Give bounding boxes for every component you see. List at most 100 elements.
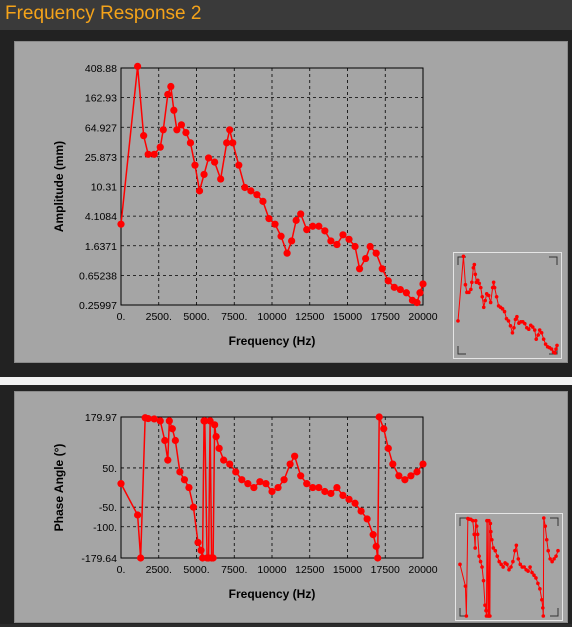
data-point [244,480,252,488]
x-tick-label: 12500 [295,564,324,576]
data-point [211,421,219,429]
data-point [280,476,288,484]
data-point [176,468,184,476]
data-point [288,237,296,245]
inset-data-point [553,351,557,355]
data-point [339,491,347,500]
inset-data-point [472,262,477,267]
data-point [134,511,142,519]
data-point [274,483,282,492]
inset-data-point [554,347,558,351]
inset-corner-bracket [549,256,558,265]
data-point [144,150,152,158]
inset-data-point [541,614,546,618]
data-point [419,460,427,468]
inset-corner-bracket [457,346,466,355]
data-point [171,436,179,445]
y-tick-label: 25.873 [85,152,117,164]
data-point [297,472,305,480]
data-point [291,452,299,460]
inset-data-point [478,285,483,290]
x-tick-label: 17500 [371,564,400,576]
data-point [277,232,285,240]
inset-data-point [537,328,542,332]
inset-data-point [488,614,492,618]
inset-data-point [505,562,509,567]
y-tick-label: 162.93 [85,93,117,105]
y-tick-label: -50. [99,502,117,514]
data-point [156,417,164,425]
inset-data-point [540,597,544,602]
data-point [144,414,152,423]
y-tick-label: 179.97 [85,412,117,424]
data-point [389,460,397,468]
data-point [117,480,125,488]
inset-data-point [484,608,488,613]
inset-data-point [487,518,491,523]
inset-data-point [464,614,469,618]
data-point [140,132,148,140]
data-point [164,456,172,464]
data-point [173,126,181,134]
data-point [191,161,199,169]
inset-data-point [515,314,519,319]
inset-data-point [463,584,468,588]
x-tick-label: 2500. [146,564,172,576]
data-point [407,472,415,480]
inset-data-point [472,532,477,537]
phase-overview-inset[interactable] [455,513,563,621]
data-point [309,222,317,230]
amplitude-panel: 0. 2500. 5000. 7500. 10000 12500 15000 17500 200… [0,30,572,377]
amplitude-overview-inset[interactable] [453,252,562,359]
data-point [333,483,341,492]
inset-data-point [494,294,499,299]
inset-data-point [501,565,505,569]
data-point [217,175,225,183]
inset-data-point [499,562,503,567]
x-tick-label: 17500 [371,311,400,323]
inset-data-point [458,562,462,567]
inset-data-point [513,317,518,322]
data-point [297,210,305,218]
data-point [416,289,424,297]
x-tick-label: 0. [117,564,126,576]
inset-data-point [486,293,491,298]
data-point [375,413,383,421]
inset-data-point [552,557,556,561]
data-point [180,476,189,484]
data-point [223,139,231,147]
y-tick-label: 10.31 [91,182,117,194]
inset-data-point [489,529,493,534]
data-point [327,489,335,498]
data-point [292,216,300,224]
data-point [165,417,173,425]
data-point [333,240,341,249]
inset-data-point [543,342,548,346]
data-point [189,503,198,511]
data-point [378,265,386,273]
inset-data-point [518,562,523,567]
inset-data-point [546,548,550,553]
inset-data-point [549,347,554,351]
x-tick-label: 7500. [221,311,247,323]
x-tick-label: 5000. [183,311,209,323]
inset-data-point [477,281,482,286]
inset-data-point [548,557,552,561]
data-point [150,415,158,423]
data-point [229,139,237,147]
inset-data-point [490,537,494,542]
data-point [366,242,374,251]
data-point [250,483,258,492]
inset-data-point [550,559,554,564]
inset-data-point [507,567,511,572]
inset-data-point [495,554,500,558]
y-tick-label: -179.64 [81,553,117,565]
inset-data-point [530,325,535,329]
phase-chart: 0. 2500. 5000. 7500. 10000 12500 15000 17500 200… [52,412,438,601]
data-point [384,277,392,285]
data-point [262,480,270,488]
inset-data-point [470,518,475,523]
amplitude-plot-area[interactable]: 0. 2500. 5000. 7500. 10000 12500 15000 17500 200… [14,41,568,363]
inset-data-point [532,328,537,332]
data-point [209,554,217,562]
